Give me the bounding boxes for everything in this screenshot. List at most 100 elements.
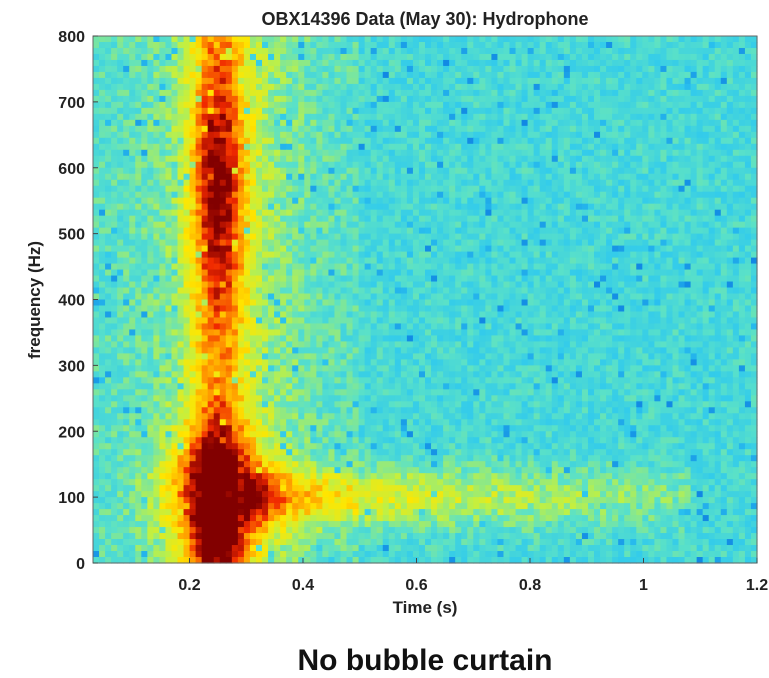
heatmap-cell xyxy=(219,65,227,73)
heatmap-cell xyxy=(612,41,619,49)
heatmap-cell xyxy=(243,215,251,223)
heatmap-cell xyxy=(352,161,360,169)
heatmap-cell xyxy=(702,239,710,247)
heatmap-cell xyxy=(322,263,330,271)
heatmap-cell xyxy=(105,215,112,223)
heatmap-cell xyxy=(394,227,402,235)
heatmap-cell xyxy=(672,209,680,217)
heatmap-cell xyxy=(648,41,655,49)
heatmap-cell xyxy=(376,203,384,211)
heatmap-cell xyxy=(708,281,716,289)
heatmap-cell xyxy=(159,203,167,211)
heatmap-cell xyxy=(750,281,758,289)
heatmap-cell xyxy=(575,131,583,139)
heatmap-cell xyxy=(370,36,378,43)
heatmap-cell xyxy=(310,269,317,277)
heatmap-cell xyxy=(497,203,505,211)
heatmap-cell xyxy=(726,107,734,115)
heatmap-cell xyxy=(213,269,221,277)
heatmap-cell xyxy=(425,59,432,67)
heatmap-cell xyxy=(636,161,643,169)
heatmap-cell xyxy=(624,53,631,61)
heatmap-cell xyxy=(129,161,136,169)
heatmap-cell xyxy=(93,215,100,223)
heatmap-cell xyxy=(738,221,746,229)
heatmap-cell xyxy=(322,89,330,97)
heatmap-cell xyxy=(165,299,173,307)
heatmap-cell xyxy=(479,245,486,253)
heatmap-cell xyxy=(594,131,601,139)
heatmap-cell xyxy=(292,155,299,163)
heatmap-cell xyxy=(189,47,197,55)
heatmap-cell xyxy=(111,137,118,145)
heatmap-cell xyxy=(105,167,112,175)
heatmap-cell xyxy=(147,95,154,103)
heatmap-cell xyxy=(165,107,173,115)
heatmap-cell xyxy=(533,161,541,169)
heatmap-cell xyxy=(509,143,517,151)
heatmap-cell xyxy=(207,137,215,145)
heatmap-cell xyxy=(515,269,523,277)
heatmap-cell xyxy=(702,263,710,271)
heatmap-cell xyxy=(527,149,535,157)
heatmap-cell xyxy=(479,77,486,85)
heatmap-cell xyxy=(231,143,239,151)
heatmap-cell xyxy=(171,107,179,115)
heatmap-cell xyxy=(744,185,752,193)
heatmap-cell xyxy=(418,239,426,247)
heatmap-cell xyxy=(195,245,203,253)
heatmap-cell xyxy=(702,197,710,205)
heatmap-cell xyxy=(515,173,523,181)
heatmap-cell xyxy=(642,101,649,109)
heatmap-cell xyxy=(642,131,649,139)
heatmap-cell xyxy=(581,161,589,169)
heatmap-cell xyxy=(666,269,674,277)
heatmap-cell xyxy=(123,59,130,67)
heatmap-cell xyxy=(189,36,197,43)
heatmap-cell xyxy=(123,305,130,313)
heatmap-cell xyxy=(720,137,728,145)
heatmap-cell xyxy=(594,155,601,163)
heatmap-cell xyxy=(225,36,233,43)
heatmap-cell xyxy=(497,185,505,193)
heatmap-cell xyxy=(292,305,299,313)
heatmap-cell xyxy=(666,203,674,211)
heatmap-cell xyxy=(352,191,360,199)
heatmap-cell xyxy=(551,203,559,211)
heatmap-cell xyxy=(213,191,221,199)
heatmap-cell xyxy=(600,287,607,295)
heatmap-cell xyxy=(310,167,317,175)
heatmap-cell xyxy=(479,221,486,229)
heatmap-cell xyxy=(557,233,565,241)
heatmap-cell xyxy=(563,263,571,271)
heatmap-cell xyxy=(255,77,263,85)
heatmap-cell xyxy=(467,107,474,115)
heatmap-cell xyxy=(672,257,680,265)
heatmap-cell xyxy=(316,269,323,277)
heatmap-cell xyxy=(672,167,680,175)
heatmap-cell xyxy=(117,36,124,43)
heatmap-cell xyxy=(702,137,710,145)
heatmap-cell xyxy=(153,161,160,169)
heatmap-cell xyxy=(690,293,698,301)
heatmap-cell xyxy=(443,149,450,157)
heatmap-cell xyxy=(165,281,173,289)
heatmap-cell xyxy=(491,77,499,85)
heatmap-cell xyxy=(171,65,179,73)
heatmap-cell xyxy=(533,47,541,55)
heatmap-cell xyxy=(563,137,571,145)
heatmap-cell xyxy=(117,275,124,283)
heatmap-cell xyxy=(708,275,716,283)
heatmap-cell xyxy=(425,281,432,289)
heatmap-cell xyxy=(316,185,323,193)
heatmap-cell xyxy=(678,137,686,145)
heatmap-cell xyxy=(195,203,203,211)
heatmap-cell xyxy=(684,161,692,169)
heatmap-cell xyxy=(594,59,601,67)
heatmap-cell xyxy=(425,107,432,115)
heatmap-cell xyxy=(280,83,287,91)
heatmap-cell xyxy=(141,77,148,85)
heatmap-cell xyxy=(509,245,517,253)
heatmap-cell xyxy=(545,149,553,157)
heatmap-cell xyxy=(726,149,734,157)
